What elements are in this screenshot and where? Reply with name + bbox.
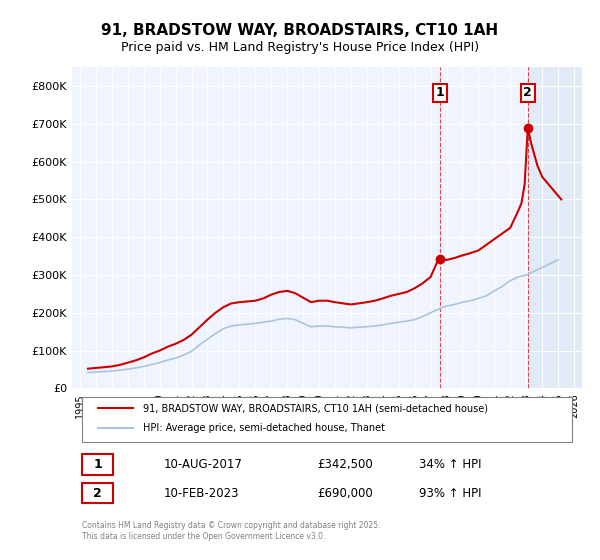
Text: 91, BRADSTOW WAY, BROADSTAIRS, CT10 1AH: 91, BRADSTOW WAY, BROADSTAIRS, CT10 1AH	[101, 24, 499, 38]
Bar	[528, 67, 582, 388]
Text: £690,000: £690,000	[317, 487, 373, 500]
Text: 2: 2	[93, 487, 102, 500]
Text: £342,500: £342,500	[317, 458, 373, 471]
Text: 1: 1	[93, 458, 102, 471]
FancyBboxPatch shape	[82, 455, 113, 475]
Text: 10-FEB-2023: 10-FEB-2023	[164, 487, 239, 500]
FancyBboxPatch shape	[82, 483, 113, 503]
Text: HPI: Average price, semi-detached house, Thanet: HPI: Average price, semi-detached house,…	[143, 423, 385, 433]
Text: 34% ↑ HPI: 34% ↑ HPI	[419, 458, 481, 471]
Text: 93% ↑ HPI: 93% ↑ HPI	[419, 487, 481, 500]
Text: Price paid vs. HM Land Registry's House Price Index (HPI): Price paid vs. HM Land Registry's House …	[121, 41, 479, 54]
Text: 10-AUG-2017: 10-AUG-2017	[164, 458, 242, 471]
Text: 1: 1	[436, 86, 445, 99]
FancyBboxPatch shape	[82, 396, 572, 442]
Text: 2: 2	[523, 86, 532, 99]
Text: Contains HM Land Registry data © Crown copyright and database right 2025.
This d: Contains HM Land Registry data © Crown c…	[82, 521, 381, 540]
Text: 91, BRADSTOW WAY, BROADSTAIRS, CT10 1AH (semi-detached house): 91, BRADSTOW WAY, BROADSTAIRS, CT10 1AH …	[143, 403, 488, 413]
